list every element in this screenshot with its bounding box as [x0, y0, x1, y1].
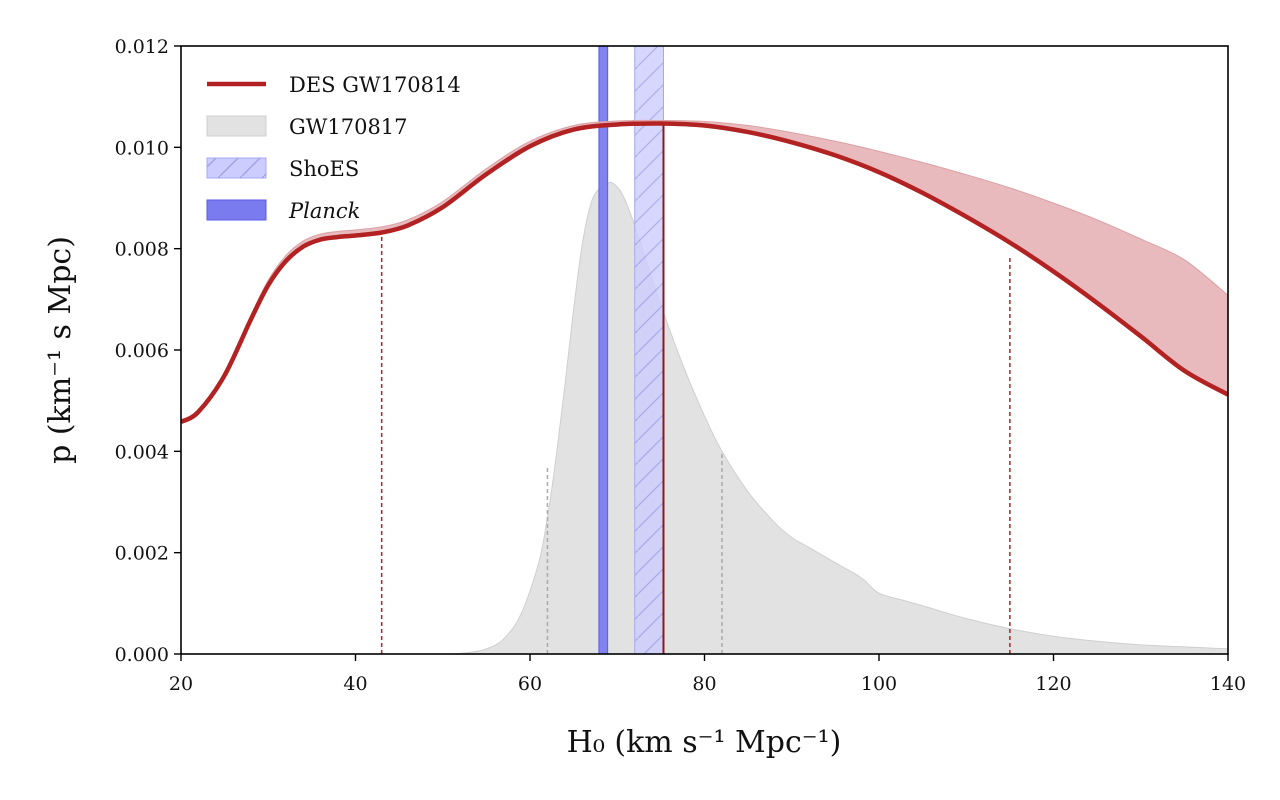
x-tick-label-20: 20: [169, 673, 193, 695]
x-tick-label-120: 120: [1035, 673, 1071, 695]
x-tick-label-140: 140: [1210, 673, 1246, 695]
legend-swatch-shoes: [206, 157, 267, 179]
planck-band: [598, 46, 609, 654]
y-tick-label-0.010: 0.010: [115, 137, 169, 159]
shoes-band: [634, 46, 664, 654]
legend-label-des-gw170814: DES GW170814: [289, 73, 461, 97]
y-tick-label-0.006: 0.006: [115, 340, 169, 362]
x-tick-label-80: 80: [692, 673, 716, 695]
axes: 20 40 60 80 100 120 140 0.000 0.002 0.004 0.006 0.0…: [115, 36, 1247, 695]
des-gw170814-line: [181, 121, 1228, 424]
legend-label-planck: Planck: [288, 199, 360, 223]
y-tick-label-0.002: 0.002: [115, 543, 169, 565]
legend-label-gw170817: GW170817: [289, 115, 408, 139]
y-tick-label-0.000: 0.000: [115, 644, 169, 666]
y-tick-label-0.004: 0.004: [115, 441, 169, 463]
x-tick-label-60: 60: [518, 673, 542, 695]
x-tick-label-100: 100: [861, 673, 897, 695]
legend: DES GW170814 GW170817 ShoES Planck: [206, 73, 461, 223]
x-axis-label: H₀ (km s⁻¹ Mpc⁻¹): [567, 725, 842, 760]
legend-swatch-gw170817: [206, 115, 267, 137]
legend-swatch-planck: [206, 199, 267, 221]
y-tick-label-0.012: 0.012: [115, 36, 169, 58]
y-tick-label-0.008: 0.008: [115, 239, 169, 261]
y-axis-label: p (km⁻¹ s Mpc): [43, 236, 78, 464]
x-tick-label-40: 40: [343, 673, 367, 695]
legend-label-shoes: ShoES: [289, 157, 359, 181]
plot-area: [181, 46, 1228, 654]
